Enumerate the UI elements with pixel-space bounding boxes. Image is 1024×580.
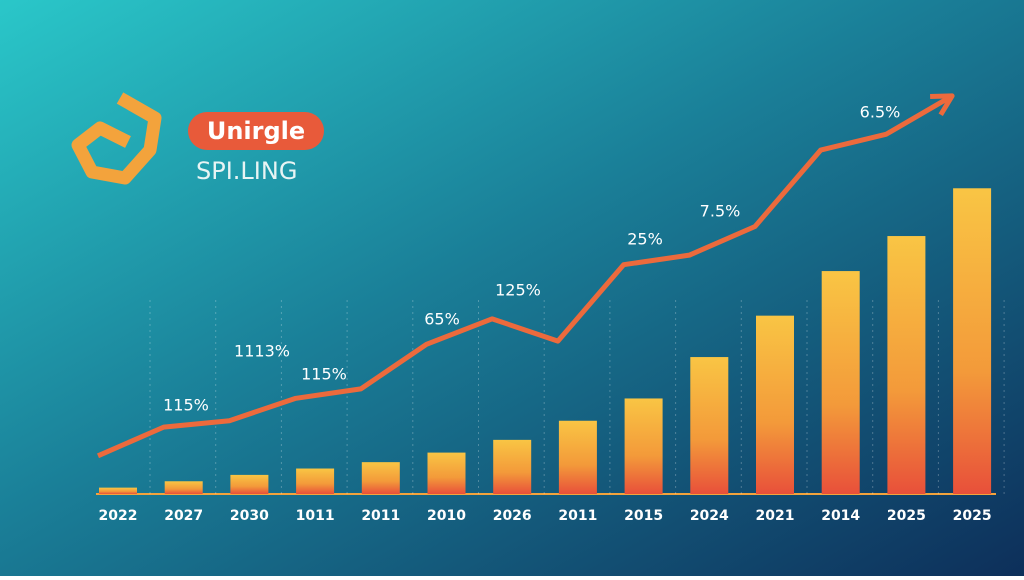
- x-tick-label: 2010: [427, 508, 466, 524]
- bar: [953, 188, 992, 494]
- logo: Unirgle SPI.LING: [71, 92, 324, 185]
- x-tick-label: 2015: [624, 508, 663, 524]
- annotation: 25%: [627, 230, 663, 249]
- annotation: 125%: [495, 281, 541, 300]
- logo-title: Unirgle: [207, 117, 305, 145]
- bar: [230, 474, 269, 494]
- annotation: 65%: [424, 310, 460, 329]
- bar: [624, 398, 663, 494]
- annotation: 6.5%: [860, 103, 901, 122]
- bar: [887, 236, 926, 495]
- x-tick-label: 2014: [821, 508, 860, 524]
- logo-badge: [188, 112, 324, 150]
- logo-subtitle: SPI.LING: [196, 157, 297, 185]
- x-tick-label: 2022: [99, 508, 138, 524]
- bar: [821, 271, 860, 494]
- bar: [427, 452, 466, 494]
- bar: [296, 468, 335, 494]
- x-tick-label: 1011: [296, 508, 335, 524]
- bar: [164, 481, 203, 494]
- x-tick-label: 2024: [690, 508, 729, 524]
- x-tick-label: 2011: [558, 508, 597, 524]
- x-tick-label: 2025: [887, 508, 926, 524]
- x-tick-label: 2027: [164, 508, 203, 524]
- bar: [756, 315, 794, 494]
- x-tick-label: 2011: [361, 508, 400, 524]
- bar: [99, 487, 137, 494]
- annotation: 1113%: [234, 342, 290, 361]
- x-tick-label: 2030: [230, 508, 269, 524]
- bar: [493, 439, 532, 494]
- trend-line: [97, 93, 954, 459]
- annotation: 115%: [163, 396, 209, 415]
- x-tick-label: 2026: [493, 508, 532, 524]
- bar: [361, 462, 400, 494]
- x-tick-label: 2025: [953, 508, 992, 524]
- annotation: 115%: [301, 365, 347, 384]
- x-tick-label: 2021: [756, 508, 795, 524]
- bar: [558, 420, 597, 494]
- arrow-head: [930, 93, 955, 117]
- annotation: 7.5%: [700, 202, 741, 221]
- logo-icon: [71, 92, 162, 185]
- bar: [690, 357, 729, 494]
